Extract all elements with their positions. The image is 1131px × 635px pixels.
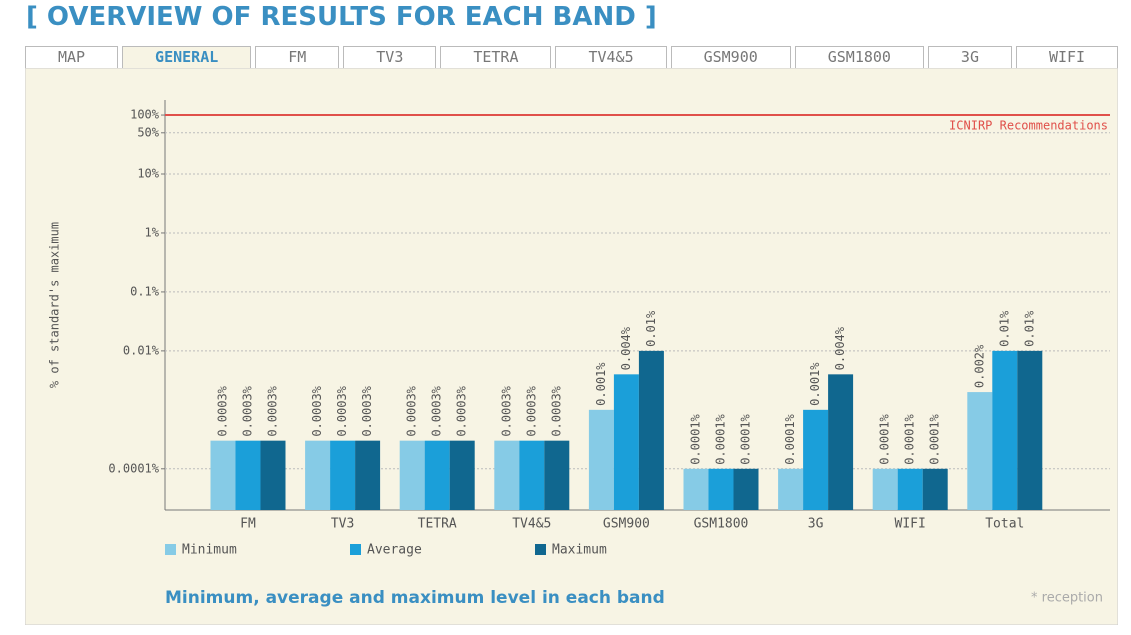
value-label: 0.0003% [216, 385, 230, 436]
value-label: 0.0003% [405, 385, 419, 436]
tab[interactable]: FM [255, 46, 340, 68]
bar [683, 468, 709, 510]
bar [399, 440, 425, 510]
x-tick-label: TETRA [418, 517, 457, 532]
bar [449, 440, 475, 510]
x-tick-label: 3G [808, 517, 824, 532]
tab-bar: MAP GENERAL FM TV3 TETRA TV4&5 GSM900 GSM1800 3G… [25, 46, 1119, 68]
bar [733, 468, 759, 510]
legend-swatch [165, 544, 176, 555]
bar [828, 374, 854, 510]
x-tick-label: TV3 [331, 517, 354, 532]
value-label: 0.004% [833, 326, 847, 370]
bar [424, 440, 450, 510]
value-label: 0.0001% [928, 413, 942, 464]
value-label: 0.0001% [689, 413, 703, 464]
legend-label: Minimum [182, 543, 237, 558]
bar [305, 440, 331, 510]
bar [922, 468, 948, 510]
tab[interactable]: TV3 [343, 46, 437, 68]
tab[interactable]: GSM900 [670, 46, 791, 68]
bar [613, 374, 639, 510]
bar [1017, 350, 1043, 510]
value-label: 0.0001% [783, 413, 797, 464]
y-tick-label: 50% [137, 125, 159, 139]
value-label: 0.001% [594, 362, 608, 406]
x-tick-label: GSM1800 [694, 517, 749, 532]
value-label: 0.01% [997, 310, 1011, 347]
bar [992, 350, 1018, 510]
legend-swatch [535, 544, 546, 555]
value-label: 0.0003% [455, 385, 469, 436]
y-axis-label: % of standard's maximum [48, 222, 62, 388]
value-label: 0.0003% [430, 385, 444, 436]
tab[interactable]: GENERAL [122, 46, 252, 68]
tab[interactable]: TETRA [440, 46, 552, 68]
value-label: 0.0003% [549, 385, 563, 436]
value-label: 0.002% [972, 344, 986, 388]
legend-label: Average [367, 543, 422, 558]
panel-background [25, 68, 1118, 625]
tab[interactable]: MAP [25, 46, 119, 68]
tab[interactable]: 3G [927, 46, 1012, 68]
y-tick-label: 0.01% [123, 343, 160, 357]
bar [803, 409, 829, 510]
y-tick-label: 10% [137, 167, 159, 181]
bar [588, 409, 614, 510]
bar [708, 468, 734, 510]
value-label: 0.0003% [335, 385, 349, 436]
value-label: 0.01% [1022, 310, 1036, 347]
value-label: 0.0003% [241, 385, 255, 436]
bar [897, 468, 923, 510]
bar [494, 440, 520, 510]
bar [638, 350, 664, 510]
value-label: 0.0001% [739, 413, 753, 464]
y-tick-label: 100% [130, 108, 160, 122]
legend-swatch [350, 544, 361, 555]
bar [544, 440, 570, 510]
value-label: 0.0001% [878, 413, 892, 464]
value-label: 0.0003% [524, 385, 538, 436]
bar [260, 440, 286, 510]
x-tick-label: WIFI [895, 517, 926, 532]
y-tick-label: 1% [145, 225, 160, 239]
x-tick-label: FM [240, 517, 256, 532]
x-tick-label: Total [985, 517, 1024, 532]
tab[interactable]: GSM1800 [794, 46, 924, 68]
chart: 100% 50% 10% 1% 0.1% 0.01% 0.0001% % of standar… [25, 68, 1118, 625]
value-label: 0.0003% [499, 385, 513, 436]
value-label: 0.001% [808, 362, 822, 406]
value-label: 0.01% [644, 310, 658, 347]
y-tick-label: 0.0001% [108, 461, 159, 475]
value-label: 0.0001% [714, 413, 728, 464]
page-title: [ OVERVIEW OF RESULTS FOR EACH BAND ] [26, 2, 657, 32]
value-label: 0.0003% [310, 385, 324, 436]
x-tick-label: GSM900 [603, 517, 650, 532]
bar [872, 468, 898, 510]
bar [355, 440, 381, 510]
value-label: 0.004% [619, 326, 633, 370]
legend-label: Maximum [552, 543, 607, 558]
bar [210, 440, 236, 510]
bar [330, 440, 356, 510]
value-label: 0.0003% [266, 385, 280, 436]
value-label: 0.0003% [360, 385, 374, 436]
x-tick-label: TV4&5 [512, 517, 551, 532]
bar [778, 468, 804, 510]
bar [235, 440, 261, 510]
bar [967, 392, 993, 510]
value-label: 0.0001% [903, 413, 917, 464]
bar [519, 440, 545, 510]
caption: Minimum, average and maximum level in ea… [165, 588, 665, 608]
y-tick-label: 0.1% [130, 284, 160, 298]
note: * reception [1031, 591, 1103, 606]
tab[interactable]: TV4&5 [555, 46, 667, 68]
tab[interactable]: WIFI [1015, 46, 1119, 68]
reference-label: ICNIRP Recommendations [949, 119, 1108, 133]
